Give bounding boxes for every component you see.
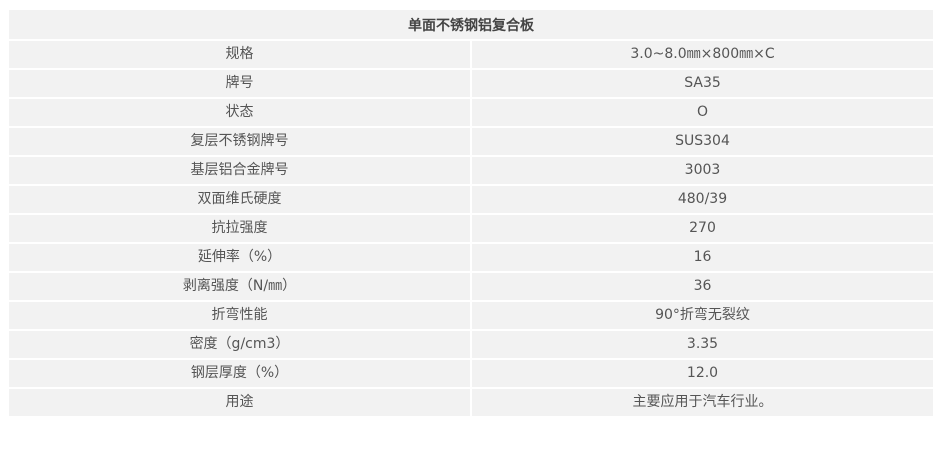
row-value: 12.0 xyxy=(470,358,935,389)
table-row: 密度（g/cm3） 3.35 xyxy=(7,329,935,360)
row-label: 折弯性能 xyxy=(7,300,472,331)
row-value: 3.35 xyxy=(470,329,935,360)
row-value: SA35 xyxy=(470,68,935,99)
table-row: 抗拉强度 270 xyxy=(7,213,935,244)
row-value: 3003 xyxy=(470,155,935,186)
row-label: 延伸率（%） xyxy=(7,242,472,273)
row-value: 主要应用于汽车行业。 xyxy=(470,387,935,418)
row-value: 16 xyxy=(470,242,935,273)
row-label: 用途 xyxy=(7,387,472,418)
row-label: 抗拉强度 xyxy=(7,213,472,244)
row-value: 270 xyxy=(470,213,935,244)
row-label: 剥离强度（N/㎜） xyxy=(7,271,472,302)
row-value: 36 xyxy=(470,271,935,302)
table-row: 钢层厚度（%） 12.0 xyxy=(7,358,935,389)
row-label: 双面维氏硬度 xyxy=(7,184,472,215)
row-label: 基层铝合金牌号 xyxy=(7,155,472,186)
table-title: 单面不锈钢铝复合板 xyxy=(7,8,935,41)
row-label: 规格 xyxy=(7,39,472,70)
row-value: O xyxy=(470,97,935,128)
row-value: SUS304 xyxy=(470,126,935,157)
row-label: 钢层厚度（%） xyxy=(7,358,472,389)
row-value: 90°折弯无裂纹 xyxy=(470,300,935,331)
row-label: 状态 xyxy=(7,97,472,128)
row-label: 牌号 xyxy=(7,68,472,99)
row-value: 3.0~8.0㎜×800㎜×C xyxy=(470,39,935,70)
table-row: 状态 O xyxy=(7,97,935,128)
table-row: 规格 3.0~8.0㎜×800㎜×C xyxy=(7,39,935,70)
table-row: 用途 主要应用于汽车行业。 xyxy=(7,387,935,418)
row-label: 密度（g/cm3） xyxy=(7,329,472,360)
table-row: 复层不锈钢牌号 SUS304 xyxy=(7,126,935,157)
table-row: 双面维氏硬度 480/39 xyxy=(7,184,935,215)
row-value: 480/39 xyxy=(470,184,935,215)
row-label: 复层不锈钢牌号 xyxy=(7,126,472,157)
spec-table: 单面不锈钢铝复合板 规格 3.0~8.0㎜×800㎜×C 牌号 SA35 状态 O 复层不锈… xyxy=(7,8,935,418)
table-row: 延伸率（%） 16 xyxy=(7,242,935,273)
table-header-row: 单面不锈钢铝复合板 xyxy=(7,8,935,41)
table-row: 基层铝合金牌号 3003 xyxy=(7,155,935,186)
table-row: 折弯性能 90°折弯无裂纹 xyxy=(7,300,935,331)
table-row: 牌号 SA35 xyxy=(7,68,935,99)
table-row: 剥离强度（N/㎜） 36 xyxy=(7,271,935,302)
